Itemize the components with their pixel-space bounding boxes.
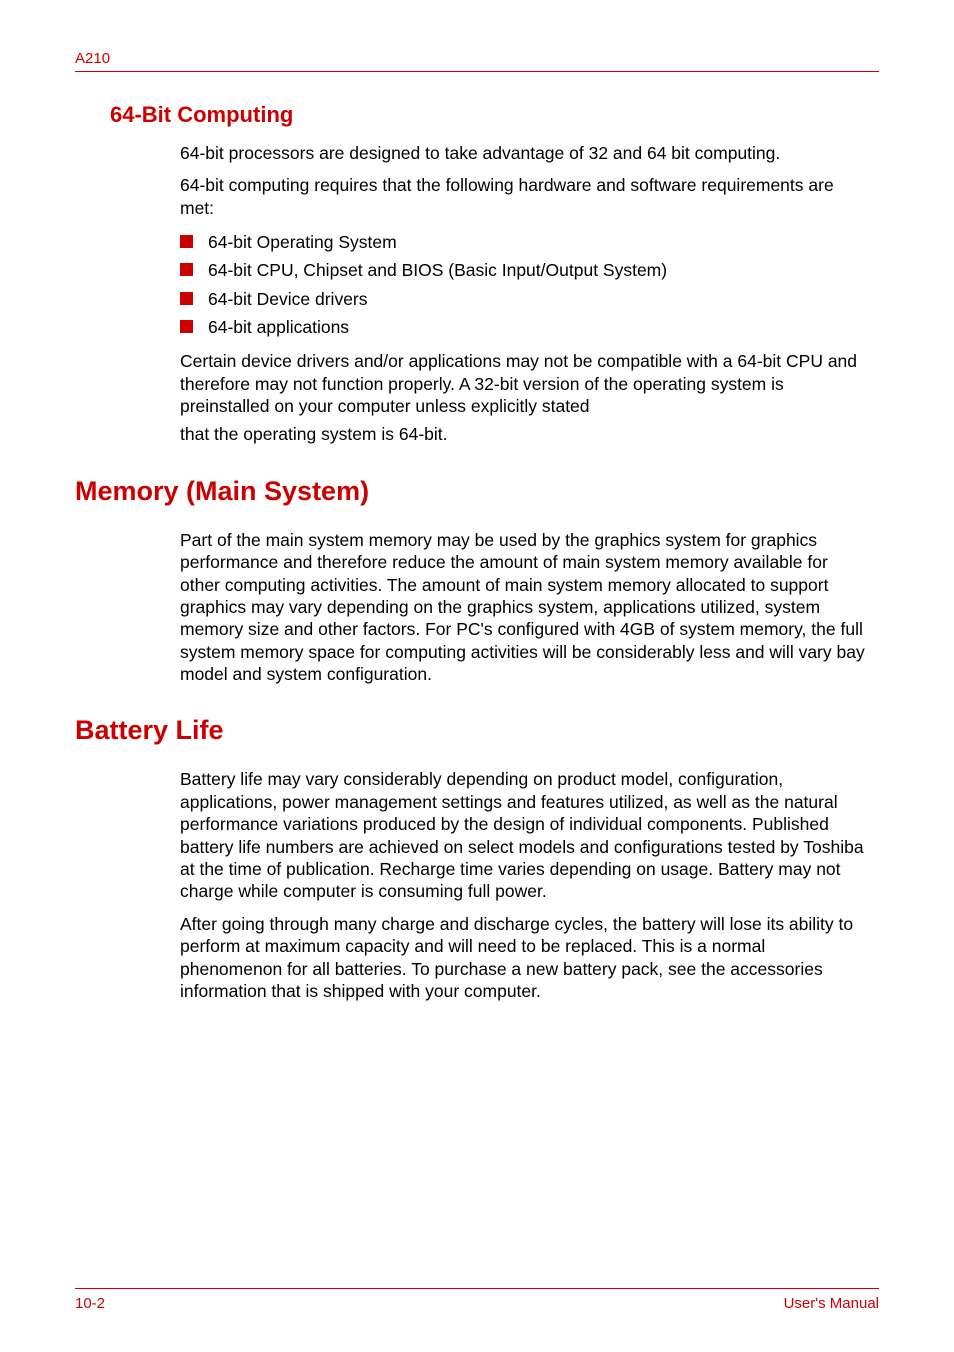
page-footer: 10-2 User's Manual [75, 1288, 879, 1312]
list-item-label: 64-bit CPU, Chipset and BIOS (Basic Inpu… [208, 260, 667, 280]
para-text: After going through many charge and disc… [180, 913, 869, 1003]
doc-title: User's Manual [784, 1295, 879, 1312]
bullet-icon [180, 292, 193, 305]
list-item-label: 64-bit Operating System [208, 232, 397, 252]
section-memory: Memory (Main System) Part of the main sy… [75, 476, 879, 686]
list-item: 64-bit applications [180, 314, 869, 340]
para-text: Part of the main system memory may be us… [180, 529, 869, 686]
body-64bit: 64-bit processors are designed to take a… [180, 142, 869, 446]
para-text: that the operating system is 64-bit. [180, 423, 869, 445]
model-label: A210 [75, 50, 879, 67]
header-divider [75, 71, 879, 72]
section-64bit: 64-Bit Computing 64-bit processors are d… [75, 102, 879, 446]
para-text: 64-bit computing requires that the follo… [180, 174, 869, 219]
bullet-icon [180, 320, 193, 333]
page-number: 10-2 [75, 1295, 105, 1312]
list-item: 64-bit CPU, Chipset and BIOS (Basic Inpu… [180, 257, 869, 283]
list-item-label: 64-bit applications [208, 317, 349, 337]
heading-64bit: 64-Bit Computing [110, 102, 879, 128]
footer-divider [75, 1288, 879, 1289]
heading-battery: Battery Life [75, 715, 879, 746]
list-item-label: 64-bit Device drivers [208, 289, 368, 309]
section-battery: Battery Life Battery life may vary consi… [75, 715, 879, 1002]
body-battery: Battery life may vary considerably depen… [180, 768, 869, 1002]
para-text: Battery life may vary considerably depen… [180, 768, 869, 902]
requirements-list: 64-bit Operating System 64-bit CPU, Chip… [180, 229, 869, 340]
body-memory: Part of the main system memory may be us… [180, 529, 869, 686]
heading-memory: Memory (Main System) [75, 476, 879, 507]
para-text: 64-bit processors are designed to take a… [180, 142, 869, 164]
bullet-icon [180, 263, 193, 276]
list-item: 64-bit Operating System [180, 229, 869, 255]
list-item: 64-bit Device drivers [180, 286, 869, 312]
para-text: Certain device drivers and/or applicatio… [180, 350, 869, 417]
bullet-icon [180, 235, 193, 248]
footer-row: 10-2 User's Manual [75, 1295, 879, 1312]
page-header: A210 [75, 50, 879, 72]
